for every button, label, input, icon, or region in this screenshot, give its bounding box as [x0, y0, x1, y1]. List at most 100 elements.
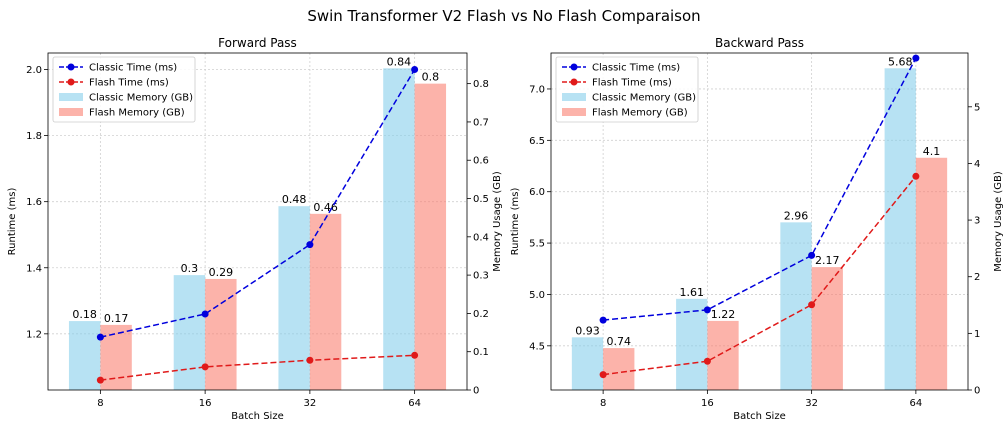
- classic-memory-bar: [676, 298, 708, 390]
- chart-title: Forward Pass: [218, 36, 297, 50]
- y-tick-label: 2.0: [26, 65, 42, 76]
- classic-memory-bar-label: 0.93: [575, 324, 600, 337]
- y2-tick-label: 0: [473, 386, 479, 397]
- flash-memory-bar: [414, 83, 447, 391]
- y2-tick-label: 0.2: [473, 309, 489, 320]
- y2-tick-label: 2: [974, 272, 980, 283]
- flash-time-point: [599, 371, 607, 379]
- classic-memory-bar-label: 5.68: [888, 55, 913, 68]
- y-tick-label: 5.0: [529, 290, 545, 301]
- y-tick-label: 1.8: [26, 131, 42, 142]
- classic-memory-bar-label: 2.96: [784, 209, 809, 222]
- flash-memory-bar-label: 0.74: [607, 335, 632, 348]
- x-tick-label: 16: [199, 398, 212, 409]
- y-axis-label: Runtime (ms): [510, 188, 521, 256]
- classic-time-point: [201, 310, 209, 318]
- backward-pass-chart: 0.93 1.61 2.96 5.68 0.74 1.22 2.17 4.1 4.5 5.0 5.5…: [510, 36, 1004, 422]
- classic-memory-bar: [278, 206, 310, 390]
- legend-classic-memory-swatch: [562, 93, 586, 101]
- y2-tick-label: 0: [974, 386, 980, 397]
- classic-memory-bar-label: 0.18: [72, 308, 97, 321]
- y-tick-label: 1.2: [26, 329, 42, 340]
- legend-box: [52, 56, 196, 123]
- x-axis-label: Batch Size: [733, 411, 785, 422]
- x-tick-label: 8: [97, 398, 103, 409]
- legend-flash-time-marker: [570, 78, 578, 86]
- y-tick-label: 7.0: [529, 84, 545, 95]
- flash-time-point: [808, 301, 816, 309]
- flash-memory-bar-label: 1.22: [711, 308, 736, 321]
- classic-time-point: [96, 333, 104, 341]
- flash-memory-bar: [309, 213, 342, 390]
- classic-time-point: [912, 54, 920, 62]
- plot-frame: [47, 52, 468, 391]
- classic-memory-bar: [68, 321, 101, 390]
- flash-time-point: [912, 172, 920, 180]
- flash-memory-bar: [811, 267, 843, 390]
- classic-memory-bar-label: 0.3: [181, 262, 199, 275]
- y2-tick-label: 4: [974, 159, 980, 170]
- legend-flash-memory-swatch: [562, 108, 586, 116]
- y2-tick-label: 0.3: [473, 271, 489, 282]
- x-tick-label: 16: [701, 398, 714, 409]
- plot-frame: [550, 52, 969, 391]
- x-tick-label: 64: [408, 398, 421, 409]
- classic-time-point: [703, 306, 711, 314]
- legend-classic-memory-label: Classic Memory (GB): [89, 93, 193, 104]
- classic-time-point: [306, 241, 314, 249]
- y2-tick-label: 0.4: [473, 232, 489, 243]
- y-tick-label: 4.5: [529, 341, 545, 352]
- flash-memory-bar-label: 0.17: [104, 312, 129, 325]
- classic-memory-bar: [884, 68, 916, 391]
- legend-flash-memory-label: Flash Memory (GB): [89, 108, 185, 119]
- legend-classic-memory-label: Classic Memory (GB): [592, 93, 696, 104]
- classic-time-line: [603, 57, 917, 321]
- flash-time-point: [306, 356, 314, 364]
- y-tick-label: 1.4: [26, 263, 42, 274]
- y2-tick-label: 3: [974, 216, 980, 227]
- legend-classic-memory-swatch: [59, 93, 83, 101]
- legend-box: [555, 56, 699, 123]
- x-tick-label: 32: [304, 398, 317, 409]
- classic-memory-bar: [780, 222, 812, 390]
- forward-pass-chart: 0.180.30.480.840.170.290.460.81.21.41.61…: [7, 36, 503, 422]
- figure-title: Swin Transformer V2 Flash vs No Flash Co…: [307, 7, 700, 25]
- y-tick-label: 6.0: [529, 187, 545, 198]
- flash-memory-bar: [603, 348, 635, 390]
- y2-axis-label: Memory Usage (GB): [993, 171, 1004, 272]
- y-tick-label: 1.6: [26, 197, 42, 208]
- y2-tick-label: 0.8: [473, 79, 489, 90]
- y2-axis-label: Memory Usage (GB): [492, 171, 503, 272]
- y2-tick-label: 0.5: [473, 194, 489, 205]
- flash-memory-bar: [915, 157, 948, 390]
- classic-time-point: [599, 316, 607, 324]
- legend-flash-time-label: Flash Time (ms): [592, 78, 672, 89]
- classic-memory-bar-label: 0.84: [387, 55, 412, 68]
- flash-memory-bar: [707, 320, 739, 390]
- classic-time-line: [100, 69, 416, 338]
- classic-time-point: [411, 66, 419, 74]
- legend-flash-memory-swatch: [59, 108, 83, 116]
- y2-tick-label: 1: [974, 329, 980, 340]
- classic-time-point: [808, 251, 816, 259]
- flash-time-point: [703, 357, 711, 365]
- classic-memory-bar: [383, 68, 415, 391]
- y2-tick-label: 0.6: [473, 156, 489, 167]
- flash-memory-bar-label: 0.29: [209, 266, 234, 279]
- legend-classic-time-marker: [67, 63, 75, 71]
- x-tick-label: 8: [600, 398, 606, 409]
- flash-time-line: [603, 175, 917, 376]
- y2-tick-label: 5: [974, 102, 980, 113]
- x-tick-label: 64: [910, 398, 923, 409]
- legend-flash-time-marker: [67, 78, 75, 86]
- legend-classic-time-marker: [570, 63, 578, 71]
- classic-memory-bar: [173, 275, 206, 390]
- flash-time-line: [100, 354, 415, 381]
- flash-time-point: [201, 363, 209, 371]
- y-tick-label: 6.5: [529, 136, 545, 147]
- legend-flash-memory-label: Flash Memory (GB): [592, 108, 688, 119]
- classic-memory-bar-label: 1.61: [679, 286, 704, 299]
- y2-tick-label: 0.1: [473, 347, 489, 358]
- y-tick-label: 5.5: [529, 239, 545, 250]
